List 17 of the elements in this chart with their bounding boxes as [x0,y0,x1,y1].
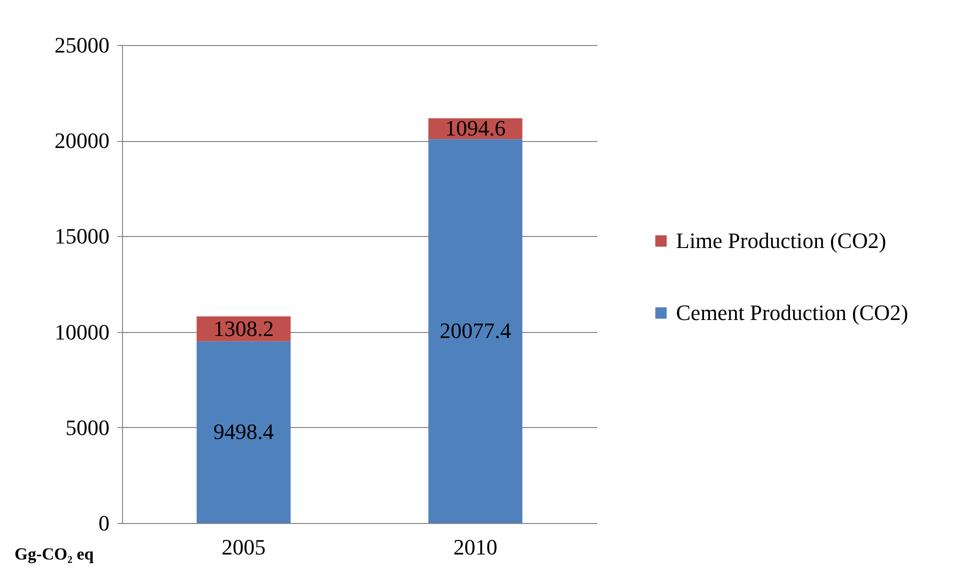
y-tick-label: 15000 [54,224,110,249]
y-tick-label: 25000 [54,32,110,58]
data-label: 1094.6 [445,116,506,141]
legend-label: Cement Production (CO2) [676,300,908,325]
legend-label: Lime Production (CO2) [676,228,886,253]
data-label: 1308.2 [213,316,274,341]
x-tick-label: 2005 [222,534,266,560]
y-tick-label: 10000 [54,319,110,344]
x-tick-label: 2010 [453,534,498,560]
bar [428,139,522,523]
bar [196,341,291,523]
y-tick-label: 5000 [66,414,110,440]
data-label: 20077.4 [440,318,512,344]
y-axis-title: Gg-CO₂ eq [14,544,94,564]
y-tick-label: 20000 [54,128,110,154]
y-tick-label: 0 [98,510,110,536]
data-label: 9498.4 [213,419,274,444]
